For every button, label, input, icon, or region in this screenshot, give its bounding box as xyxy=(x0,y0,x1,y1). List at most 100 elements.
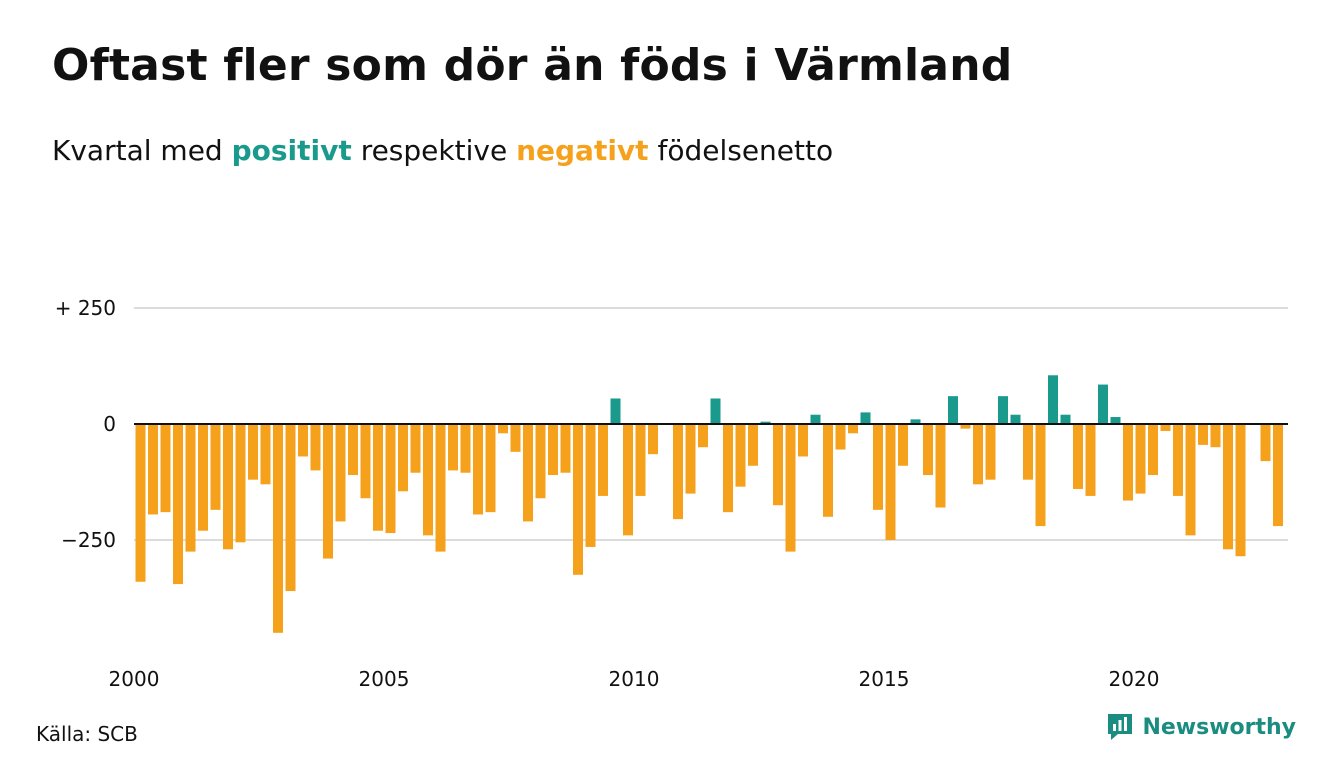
bar xyxy=(198,424,208,531)
bar xyxy=(848,424,858,434)
bar xyxy=(910,419,921,424)
bar xyxy=(1223,424,1233,550)
bar xyxy=(785,424,796,552)
bar xyxy=(1085,424,1096,496)
bar xyxy=(348,424,358,476)
bar xyxy=(1110,417,1121,424)
bar xyxy=(673,424,683,520)
brand-name: Newsworthy xyxy=(1142,714,1296,740)
bar xyxy=(135,424,146,582)
bar xyxy=(1173,424,1183,496)
bar xyxy=(648,424,658,455)
bar xyxy=(510,424,521,452)
bar-chart: + 250 0 −250 2000 2005 2010 2015 2020 xyxy=(55,296,1288,691)
bar xyxy=(335,424,346,522)
brand-logo[interactable]: Newsworthy xyxy=(1106,712,1296,742)
bar xyxy=(410,424,421,473)
bar xyxy=(685,424,696,494)
bar xyxy=(923,424,933,476)
bar xyxy=(698,424,708,448)
bar xyxy=(1273,424,1283,527)
bar xyxy=(310,424,321,471)
bar xyxy=(635,424,646,496)
bar xyxy=(548,424,558,476)
bar xyxy=(885,424,896,540)
bar xyxy=(1035,424,1046,527)
bar xyxy=(298,424,308,457)
bar xyxy=(935,424,946,508)
x-tick-label: 2005 xyxy=(359,667,410,691)
bar xyxy=(173,424,183,585)
bar xyxy=(1148,424,1158,476)
bar xyxy=(985,424,996,480)
bar xyxy=(1098,384,1108,424)
bar xyxy=(573,424,583,575)
bar xyxy=(523,424,533,522)
bar xyxy=(898,424,908,466)
bar xyxy=(760,421,771,424)
bar xyxy=(773,424,783,506)
bar xyxy=(835,424,846,450)
bar xyxy=(798,424,808,457)
bar xyxy=(1198,424,1208,445)
bar xyxy=(723,424,733,513)
bar xyxy=(185,424,196,552)
bar xyxy=(735,424,746,487)
bar xyxy=(385,424,396,534)
bar xyxy=(560,424,571,473)
bar xyxy=(498,424,508,434)
bar xyxy=(210,424,221,510)
bar xyxy=(535,424,546,499)
bar xyxy=(973,424,983,485)
bar xyxy=(1060,414,1071,424)
bar xyxy=(260,424,271,485)
bar xyxy=(1135,424,1146,494)
bar xyxy=(860,412,871,424)
bar xyxy=(423,424,433,536)
bar xyxy=(1123,424,1133,501)
x-tick-label: 2000 xyxy=(109,667,160,691)
bar xyxy=(1023,424,1033,480)
bar xyxy=(448,424,458,471)
bar xyxy=(1185,424,1196,536)
bar xyxy=(160,424,171,513)
source-label: Källa: SCB xyxy=(36,722,138,746)
subtitle-suffix: födelsenetto xyxy=(657,134,834,167)
bar xyxy=(473,424,483,515)
bar xyxy=(248,424,258,480)
bar xyxy=(748,424,758,466)
bar xyxy=(1048,375,1058,424)
bar xyxy=(398,424,408,492)
bar xyxy=(960,424,971,429)
subtitle-middle: respektive xyxy=(360,134,508,167)
bar xyxy=(823,424,833,517)
bar xyxy=(460,424,471,473)
bar xyxy=(1073,424,1083,489)
x-tick-label: 2010 xyxy=(609,667,660,691)
bar xyxy=(285,424,296,592)
bar xyxy=(373,424,383,531)
bar xyxy=(610,398,621,424)
x-tick-label: 2020 xyxy=(1109,667,1160,691)
bar xyxy=(235,424,246,543)
bar xyxy=(323,424,333,559)
bar xyxy=(710,398,721,424)
bar xyxy=(223,424,233,550)
bar xyxy=(1235,424,1246,557)
chart-subtitle: Kvartal med positivt respektive negativt… xyxy=(52,134,833,167)
y-tick-label: + 250 xyxy=(55,296,116,320)
subtitle-negative-label: negativt xyxy=(516,134,649,167)
y-tick-label: 0 xyxy=(103,412,116,436)
subtitle-positive-label: positivt xyxy=(231,134,352,167)
subtitle-prefix: Kvartal med xyxy=(52,134,223,167)
chart-title: Oftast fler som dör än föds i Värmland xyxy=(52,40,1013,91)
bar xyxy=(998,396,1008,424)
bar xyxy=(148,424,158,515)
x-tick-label: 2015 xyxy=(859,667,910,691)
bar xyxy=(873,424,883,510)
bar xyxy=(623,424,633,536)
bar xyxy=(485,424,496,513)
newsworthy-logo-icon xyxy=(1108,714,1133,740)
bar xyxy=(810,414,821,424)
bar xyxy=(273,424,283,633)
